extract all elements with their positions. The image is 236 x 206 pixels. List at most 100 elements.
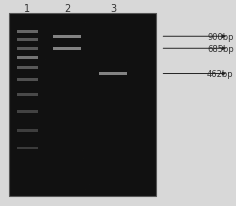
Point: [102, 46, 106, 49]
Point: [131, 146, 134, 149]
Point: [69, 42, 73, 45]
Point: [129, 121, 132, 125]
Point: [127, 52, 131, 55]
Point: [114, 178, 117, 181]
Point: [138, 162, 142, 165]
Point: [131, 110, 135, 113]
Point: [138, 80, 141, 84]
Point: [28, 48, 32, 51]
Point: [119, 152, 123, 155]
Point: [99, 192, 103, 195]
Point: [140, 178, 143, 181]
Point: [114, 32, 118, 35]
Point: [37, 41, 41, 44]
Point: [123, 54, 127, 57]
Point: [109, 177, 113, 180]
Point: [58, 81, 61, 84]
Point: [92, 186, 95, 189]
Point: [53, 145, 57, 148]
Point: [44, 173, 47, 176]
Point: [88, 166, 92, 170]
Point: [21, 43, 25, 47]
Point: [54, 62, 58, 65]
Point: [28, 192, 32, 196]
Point: [151, 100, 155, 103]
Point: [66, 88, 70, 91]
Point: [36, 131, 40, 134]
Point: [144, 73, 148, 77]
Point: [91, 101, 95, 104]
Point: [96, 21, 99, 25]
Point: [19, 64, 23, 68]
Point: [112, 103, 116, 107]
Point: [15, 144, 19, 147]
Point: [107, 149, 111, 152]
Point: [74, 129, 78, 132]
Point: [79, 122, 83, 126]
Point: [127, 151, 131, 154]
Point: [51, 108, 54, 111]
Point: [120, 60, 124, 63]
Point: [38, 47, 42, 50]
Point: [14, 165, 18, 168]
Point: [11, 92, 15, 96]
Point: [135, 78, 139, 81]
Point: [126, 182, 130, 185]
Point: [129, 83, 133, 87]
Point: [152, 93, 155, 96]
Point: [146, 73, 150, 76]
Point: [92, 127, 96, 130]
Point: [109, 20, 112, 23]
Point: [50, 175, 54, 178]
Point: [28, 73, 32, 76]
Point: [17, 40, 20, 43]
Point: [61, 42, 65, 46]
Point: [135, 108, 139, 111]
Point: [65, 75, 69, 79]
Point: [45, 167, 49, 171]
Point: [20, 45, 24, 48]
Point: [34, 133, 38, 136]
Point: [39, 71, 42, 75]
Point: [119, 92, 123, 96]
Point: [99, 21, 103, 24]
Point: [80, 27, 84, 30]
Point: [73, 91, 76, 94]
Point: [72, 70, 75, 73]
Point: [111, 66, 115, 69]
Point: [141, 136, 145, 139]
Point: [116, 77, 120, 80]
Point: [151, 16, 154, 19]
Point: [81, 70, 85, 73]
Point: [16, 142, 19, 146]
Point: [88, 48, 92, 51]
Point: [54, 182, 58, 185]
Point: [75, 28, 79, 32]
Point: [134, 133, 137, 136]
Point: [144, 136, 148, 139]
Point: [107, 70, 110, 74]
Point: [74, 113, 78, 116]
Point: [16, 80, 20, 83]
Point: [82, 21, 86, 25]
Point: [60, 92, 64, 95]
Point: [139, 33, 143, 36]
Point: [34, 71, 37, 75]
Point: [85, 124, 89, 128]
Point: [140, 75, 143, 79]
Point: [100, 68, 104, 72]
Point: [12, 28, 16, 31]
Point: [88, 71, 92, 75]
Point: [139, 149, 143, 153]
Point: [19, 25, 23, 29]
Point: [72, 134, 76, 137]
Point: [31, 78, 34, 82]
Point: [32, 60, 36, 63]
Point: [98, 136, 102, 139]
Point: [90, 44, 94, 47]
Point: [144, 51, 148, 55]
Point: [148, 77, 152, 80]
Point: [42, 177, 45, 180]
Point: [11, 77, 15, 81]
Point: [87, 27, 91, 30]
